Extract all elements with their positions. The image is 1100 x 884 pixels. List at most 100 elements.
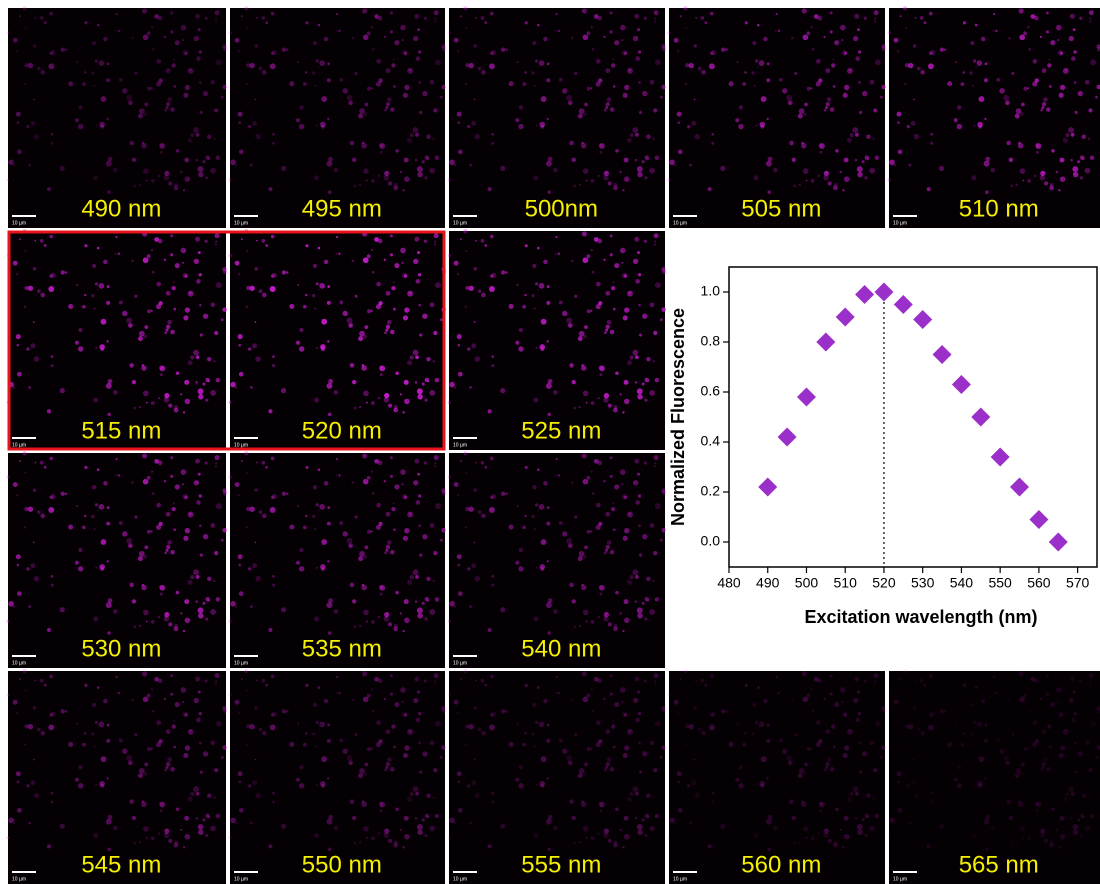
fluorescent-spot [424,834,427,837]
fluorescent-spot [963,21,966,24]
fluorescent-spot [318,289,320,291]
fluorescent-spot [390,456,393,459]
fluorescent-spot [366,837,368,839]
fluorescent-spot [106,78,110,82]
fluorescent-spot [622,50,628,56]
fluorescent-spot [798,773,803,778]
fluorescent-spot [1078,751,1083,756]
fluorescent-spot [583,257,589,263]
fluorescent-spot [652,360,654,362]
fluorescent-spot [596,720,601,725]
fluorescent-spot [210,302,215,307]
fluorescent-spot [413,786,419,792]
fluorescent-spot [1051,149,1055,153]
fluorescent-spot [458,564,461,567]
fluorescent-spot [1072,166,1078,172]
fluorescent-spot [881,85,886,90]
fluorescent-spot [864,834,867,837]
fluorescent-spot [555,253,557,255]
fluorescent-spot [133,842,136,845]
fluorescent-spot [991,826,996,831]
fluorescent-spot [474,576,480,582]
fluorescent-spot [973,784,975,786]
fluorescent-spot [458,344,461,347]
fluorescent-spot [519,765,523,769]
fluorescent-spot [555,692,557,694]
fluorescent-spot [371,688,373,690]
fluorescent-spot [862,160,865,163]
fluorescent-spot [403,846,405,848]
fluorescent-spot [1046,11,1049,14]
fluorescent-spot [535,567,537,569]
fluorescent-spot [316,282,319,285]
fluorescent-spot [312,294,315,297]
fluorescent-spot [1046,674,1049,677]
fluorescent-spot [639,554,642,557]
fluorescent-spot [1006,141,1011,146]
fluorescent-spot [131,699,134,702]
fluorescent-spot [97,510,99,512]
fluorescent-spot [962,732,964,734]
fluorescent-spot [198,473,201,476]
fluorescent-spot [390,674,393,677]
fluorescent-spot [318,510,320,512]
fluorescent-spot [481,16,485,20]
fluorescent-spot [627,729,633,735]
fluorescent-spot [339,78,343,82]
fluorescent-spot [541,319,547,325]
fluorescent-spot [471,563,476,568]
fluorescent-spot [757,24,760,27]
fluorescent-spot [911,780,916,785]
fluorescent-spot [610,234,613,237]
image-panel: 10 µm545 nm [7,669,228,884]
fluorescent-spot [435,814,440,819]
fluorescent-spot [742,743,746,747]
fluorescent-spot [119,739,123,743]
fluorescent-spot [393,85,396,88]
fluorescent-spot [669,818,675,824]
fluorescent-spot [598,522,602,526]
fluorescent-spot [940,48,944,52]
fluorescent-spot [131,481,134,484]
fluorescent-spot [465,286,469,290]
fluorescent-spot [126,538,132,544]
fluorescent-spot [142,584,144,586]
fluorescent-spot [573,184,576,187]
fluorescent-spot [501,270,505,274]
fluorescent-spot [107,560,109,562]
fluorescent-spot [478,728,482,732]
fluorescent-spot [598,739,602,743]
fluorescent-spot [737,723,739,725]
fluorescent-spot [811,26,813,28]
fluorescent-spot [16,554,21,559]
fluorescent-spot [473,267,477,271]
fluorescent-spot [866,793,870,797]
fluorescent-spot [454,164,456,166]
fluorescent-spot [355,72,358,75]
fluorescent-spot [272,364,275,367]
fluorescent-spot [621,262,623,264]
fluorescent-spot [174,408,179,413]
fluorescent-spot [646,357,650,361]
fluorescent-spot [905,27,907,29]
fluorescent-spot [1036,809,1039,812]
fluorescent-spot [605,766,608,769]
fluorescent-spot [313,703,317,707]
fluorescent-spot [1021,103,1025,107]
fluorescent-spot [229,620,232,623]
fluorescent-spot [61,709,65,713]
fluorescent-spot [811,748,813,750]
fluorescent-spot [1082,793,1086,797]
fluorescent-spot [272,142,275,145]
fluorescent-spot [637,691,640,694]
fluorescent-spot [200,111,203,114]
fluorescent-spot [541,756,547,762]
fluorescent-spot [203,91,208,96]
scale-bar-label: 10 µm [12,876,26,882]
fluorescent-spot [400,248,406,254]
fluorescent-spot [568,543,573,548]
fluorescent-spot [118,692,121,695]
fluorescent-spot [581,584,583,586]
fluorescent-spot [571,37,574,40]
fluorescent-spot [166,545,170,549]
